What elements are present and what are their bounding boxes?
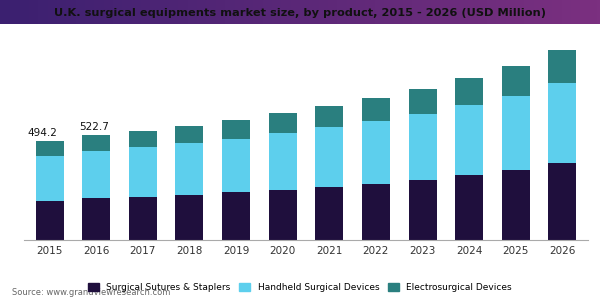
Bar	[316, 106, 343, 128]
Bar	[316, 128, 343, 188]
Text: 494.2: 494.2	[28, 128, 58, 138]
Bar	[175, 195, 203, 240]
Bar	[362, 121, 390, 184]
Bar	[316, 188, 343, 240]
Bar	[409, 114, 437, 180]
Bar	[175, 126, 203, 143]
Bar	[548, 83, 577, 163]
Bar	[129, 147, 157, 197]
Bar	[502, 96, 530, 170]
Bar	[222, 139, 250, 192]
Bar	[129, 197, 157, 240]
Bar	[269, 133, 296, 190]
Bar	[409, 180, 437, 240]
Bar	[502, 169, 530, 240]
Bar	[222, 120, 250, 139]
Text: Source: www.grandviewresearch.com: Source: www.grandviewresearch.com	[12, 288, 170, 297]
Bar	[269, 113, 296, 133]
Bar	[82, 135, 110, 152]
Legend: Surgical Sutures & Staplers, Handheld Surgical Devices, Electrosurgical Devices: Surgical Sutures & Staplers, Handheld Su…	[85, 279, 515, 296]
Bar	[82, 152, 110, 198]
Bar	[455, 105, 483, 175]
Bar	[502, 66, 530, 96]
Bar	[362, 98, 390, 121]
Bar	[129, 131, 157, 147]
Bar	[548, 50, 577, 83]
Bar	[362, 184, 390, 240]
Bar	[455, 78, 483, 105]
Bar	[82, 198, 110, 240]
Bar	[269, 190, 296, 240]
Bar	[35, 141, 64, 156]
Bar	[409, 89, 437, 114]
Bar	[548, 163, 577, 240]
Bar	[175, 143, 203, 195]
Bar	[455, 175, 483, 240]
Bar	[35, 201, 64, 240]
Text: U.K. surgical equipments market size, by product, 2015 - 2026 (USD Million): U.K. surgical equipments market size, by…	[54, 8, 546, 19]
Text: 522.7: 522.7	[79, 122, 109, 132]
Bar	[35, 156, 64, 201]
Bar	[222, 192, 250, 240]
